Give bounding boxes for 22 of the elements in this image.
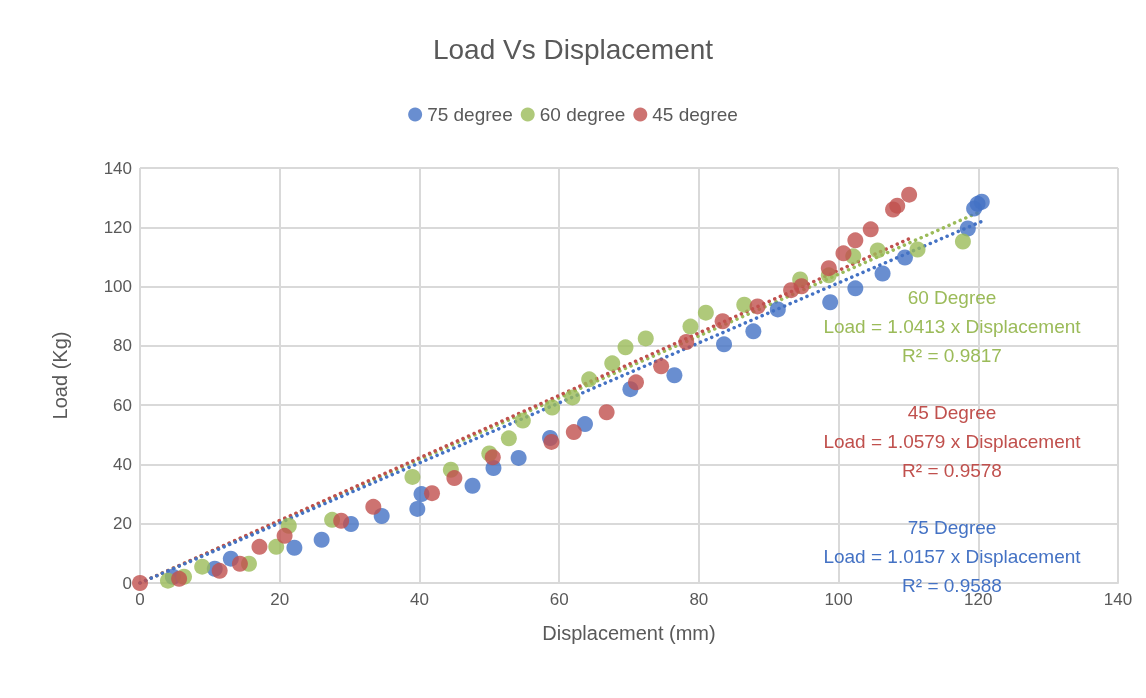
annotation: 45 Degree Load = 1.0579 x Displacement R² = 0.9578 — [823, 401, 1082, 481]
y-tick-label: 20 — [113, 514, 132, 534]
y-tick-label: 60 — [113, 395, 132, 415]
x-tick-label: 20 — [270, 590, 290, 609]
y-tick-label: 120 — [103, 217, 132, 237]
x-tick-label: 140 — [1103, 590, 1133, 609]
y-tick-label: 80 — [113, 336, 132, 356]
annotation: 60 Degree Load = 1.0413 x Displacement R² = 0.9817 — [823, 286, 1082, 366]
legend-label: 45 degree — [652, 104, 738, 125]
x-tick-label: 40 — [409, 590, 429, 609]
x-tick-label: 60 — [549, 590, 569, 609]
y-tick-label: 140 — [103, 158, 132, 178]
legend-label: 60 degree — [539, 104, 626, 125]
x-tick-label: 0 — [135, 590, 145, 609]
y-tick-label: 0 — [122, 573, 132, 593]
legend-label: 75 degree — [427, 104, 513, 125]
y-tick-label: 100 — [103, 277, 132, 297]
chart-title: Load Vs Displacement — [432, 33, 714, 65]
y-axis-title: Load (Kg) — [49, 331, 71, 420]
x-tick-label: 80 — [689, 590, 709, 609]
y-tick-label: 40 — [113, 454, 132, 474]
x-axis-title: Displacement (mm) — [542, 622, 716, 644]
